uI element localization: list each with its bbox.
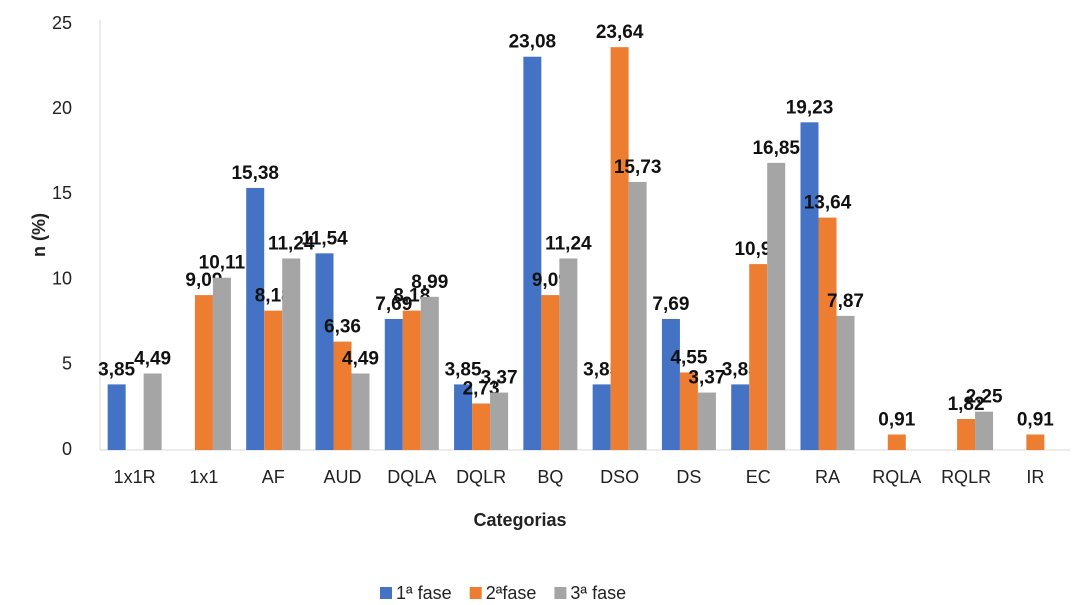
value-label: 7,69	[652, 294, 689, 315]
value-label: 15,73	[614, 157, 662, 178]
bar	[454, 384, 473, 450]
bar	[333, 341, 352, 450]
legend-label: 3ª fase	[570, 583, 626, 603]
value-label: 3,37	[688, 368, 725, 389]
bar	[490, 392, 509, 450]
bar	[767, 162, 786, 450]
bar	[384, 318, 403, 450]
value-label: 10,11	[199, 253, 246, 274]
x-tick-label: AUD	[323, 467, 361, 487]
value-label: 7,69	[375, 294, 412, 315]
x-tick-label: DS	[676, 467, 701, 487]
bar	[592, 384, 611, 450]
x-tick-label: IR	[1026, 467, 1044, 487]
value-label: 15,38	[231, 163, 279, 184]
legend-swatch	[554, 587, 567, 599]
bar	[697, 392, 716, 450]
value-label: 2,25	[966, 387, 1003, 408]
y-axis-title: n (%)	[29, 213, 49, 257]
value-label: 11,54	[301, 228, 348, 249]
legend-swatch	[469, 587, 482, 599]
value-label: 4,55	[670, 347, 707, 368]
bar	[975, 411, 994, 450]
value-label: 11,24	[268, 233, 315, 254]
bar	[264, 310, 283, 450]
bar	[957, 418, 976, 450]
bar	[472, 403, 491, 450]
bar	[246, 187, 265, 450]
value-label: 0,91	[1017, 410, 1054, 431]
x-tick-label: DSO	[600, 467, 639, 487]
bar	[887, 434, 906, 450]
bar	[541, 295, 560, 450]
bar	[818, 217, 837, 450]
bar	[420, 296, 439, 450]
value-label: 6,36	[324, 317, 361, 338]
y-tick-label: 0	[62, 439, 72, 459]
value-label: 4,49	[342, 349, 379, 370]
legend-label: 2ªfase	[486, 583, 537, 603]
value-label: 16,85	[752, 138, 800, 159]
bar	[351, 373, 370, 450]
bar	[143, 373, 162, 450]
value-label: 23,64	[596, 22, 644, 43]
value-label: 4,49	[134, 349, 171, 370]
bar	[559, 258, 578, 450]
bar	[315, 253, 334, 450]
value-label: 23,08	[509, 32, 557, 53]
x-tick-label: EC	[746, 467, 771, 487]
value-label: 3,37	[481, 368, 518, 389]
bar	[610, 47, 629, 450]
x-tick-label: AF	[262, 467, 285, 487]
x-tick-label: DQLA	[387, 467, 436, 487]
bar	[107, 384, 126, 450]
y-tick-label: 10	[52, 268, 72, 288]
bar	[800, 122, 819, 450]
value-label: 19,23	[786, 97, 834, 118]
bar	[661, 318, 680, 450]
value-label: 13,64	[804, 193, 852, 214]
legend-swatch	[380, 587, 392, 599]
bar	[731, 384, 750, 450]
y-tick-label: 25	[52, 13, 72, 33]
value-label: 1,82	[948, 394, 985, 415]
y-tick-label: 5	[62, 354, 72, 374]
value-label: 3,85	[98, 359, 135, 380]
x-tick-label: DQLR	[456, 467, 506, 487]
bar	[836, 315, 855, 450]
x-axis-title: Categorias	[473, 510, 566, 530]
value-label: 11,24	[545, 233, 592, 254]
bar	[212, 277, 231, 450]
bar	[628, 181, 647, 450]
bar	[523, 56, 542, 451]
x-tick-label: 1x1R	[114, 467, 156, 487]
x-tick-label: 1x1	[189, 467, 218, 487]
legend-label: 1ª fase	[396, 583, 452, 603]
value-label: 7,87	[827, 291, 864, 312]
value-label: 8,99	[411, 272, 448, 293]
bar	[402, 310, 421, 450]
bar	[194, 295, 213, 450]
bar	[679, 372, 698, 450]
x-tick-label: RQLR	[941, 467, 991, 487]
y-tick-label: 15	[52, 183, 72, 203]
bar	[1026, 434, 1045, 450]
bar	[749, 264, 768, 450]
value-label: 3,85	[445, 359, 482, 380]
x-tick-label: BQ	[537, 467, 563, 487]
x-tick-label: RQLA	[872, 467, 921, 487]
x-tick-label: RA	[815, 467, 840, 487]
y-tick-label: 20	[52, 98, 72, 118]
bar	[282, 258, 301, 450]
value-label: 0,91	[878, 410, 915, 431]
